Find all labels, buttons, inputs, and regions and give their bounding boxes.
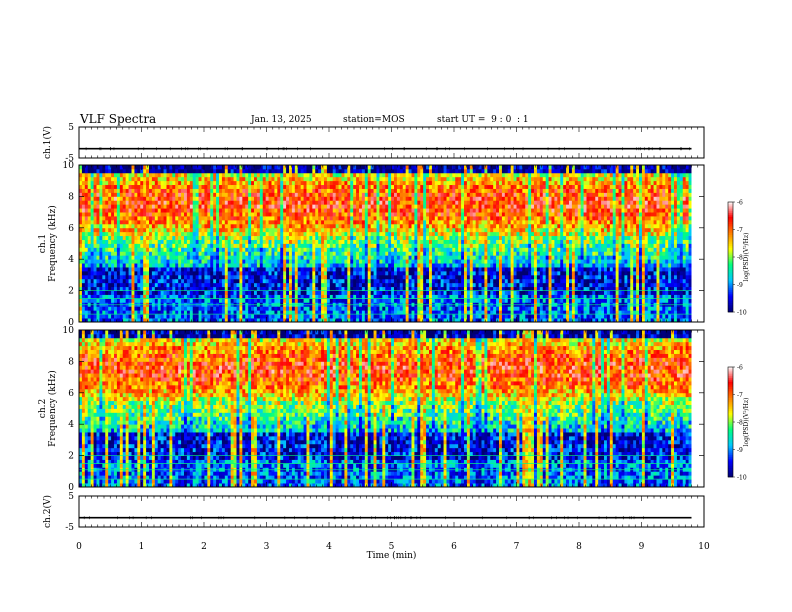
ch1-waveform-trace (79, 147, 692, 151)
colorbar-tick-label: -6 (737, 200, 743, 207)
time-tick-label: 7 (514, 542, 520, 552)
ch1-spectrogram-ylabel: ch.1 (38, 234, 48, 253)
colorbar-tick-label: -7 (737, 392, 743, 399)
time-tick-label: 4 (326, 542, 332, 552)
ch1-spectrogram-ytick-label: 10 (63, 161, 75, 171)
colorbar-tick-label: -10 (737, 310, 747, 317)
ch1-waveform-ytick-label: 5 (68, 123, 74, 133)
colorbar-tick-label: -7 (737, 227, 743, 234)
ch1-spectrogram-ytick-label: 6 (68, 224, 74, 234)
ch1-spectrogram-ytick-label: 4 (68, 255, 74, 265)
colorbar-tick-label: -6 (737, 365, 743, 372)
ch1-waveform-ytick-label: -5 (65, 154, 74, 164)
time-tick-label: 0 (76, 542, 82, 552)
ch1-spectrogram-ytick-label: 0 (68, 318, 74, 328)
ch2-waveform-ylabel: ch.2(V) (42, 495, 53, 528)
colorbar-label: log(PSD)(V²/Hz) (743, 233, 750, 282)
ch2-spectrogram-ylabel: Frequency (kHz) (47, 370, 58, 447)
time-tick-label: 5 (389, 542, 395, 552)
colorbar-label: log(PSD)(V²/Hz) (743, 398, 750, 447)
time-tick-label: 8 (576, 542, 582, 552)
ch2-spectrogram-ytick-label: 2 (68, 452, 74, 462)
ch2-spectrogram-ytick-label: 8 (68, 357, 74, 367)
ch2-spectrogram-axes: 0 2 4 6 8 10 ch.2 Frequency (kHz) (38, 326, 705, 493)
ch2-spectrogram-ytick-label: 10 (63, 326, 75, 336)
ch1-waveform-ylabel: ch.1(V) (42, 126, 53, 159)
ch1-spectrogram-axes: 0 2 4 6 8 10 ch.1 Frequency (kHz) (38, 161, 705, 328)
colorbar-tick-label: -10 (737, 475, 747, 482)
ch2-spectrogram-ylabel: ch.2 (38, 399, 48, 418)
colorbar-ch1: -6 -7 -8 -9 -10 log(PSD)(V²/Hz) (727, 200, 750, 317)
spectrogram-image-ch1 (79, 165, 704, 323)
ch2-waveform-trace (78, 516, 692, 520)
time-tick-label: 10 (698, 542, 710, 552)
ch2-spectrogram-ytick-label: 6 (68, 389, 74, 399)
time-tick-label: 6 (451, 542, 457, 552)
colorbar-tick-label: -8 (737, 420, 743, 427)
figure-title: VLF Spectra (80, 112, 157, 126)
colorbar-tick-label: -9 (737, 282, 743, 289)
colorbar-tick-label: -9 (737, 447, 743, 454)
time-tick-label: 2 (201, 542, 207, 552)
ch2-spectrogram-ytick-label: 4 (68, 420, 74, 430)
time-tick-label: 9 (639, 542, 645, 552)
colorbar-ch2: -6 -7 -8 -9 -10 log(PSD)(V²/Hz) (727, 365, 750, 482)
time-tick-label: 3 (264, 542, 270, 552)
ch1-spectrogram-ytick-label: 8 (68, 192, 74, 202)
ch2-waveform-ytick-label: -5 (65, 523, 74, 533)
x-axis-label: Time (min) (367, 550, 417, 561)
date-label: Jan. 13, 2025 (251, 115, 312, 125)
station-label: station=MOS (343, 115, 405, 125)
colorbar-tick-label: -8 (737, 255, 743, 262)
ch1-waveform-axes: 5 -5 ch.1(V) (42, 123, 705, 164)
start-time-label: start UT = 9 : 0 : 1 (437, 115, 529, 125)
ch2-waveform-axes: 5 -5 ch.2(V) 0 1 2 3 4 5 6 7 8 9 10 Time (min) (42, 492, 710, 561)
ch1-spectrogram-ytick-label: 2 (68, 287, 74, 297)
time-tick-label: 1 (139, 542, 145, 552)
spectrogram-image-ch2 (79, 330, 704, 488)
ch2-waveform-ytick-label: 5 (68, 492, 74, 502)
ch2-spectrogram-ytick-label: 0 (68, 483, 74, 493)
ch1-spectrogram-ylabel: Frequency (kHz) (47, 205, 58, 282)
